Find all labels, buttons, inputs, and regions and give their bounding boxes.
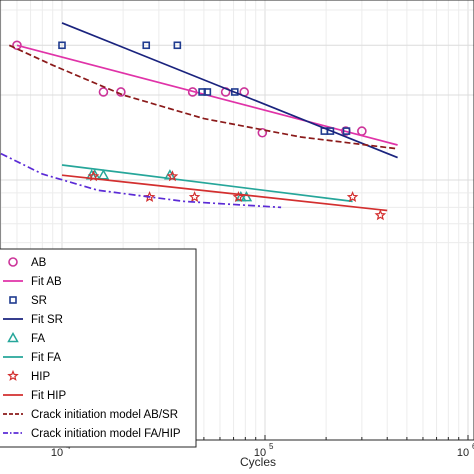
legend-label: SR [31,295,47,307]
data-point [257,127,268,138]
legend-label: Crack initiation model FA/HIP [31,428,181,440]
series-line [61,164,353,203]
series-fit-sr [61,22,398,159]
data-point [342,127,351,135]
data-point [142,41,151,50]
legend-label: Crack initiation model AB/SR [31,409,178,421]
legend-entry-fa: FA [7,331,45,345]
legend-entry-fit-fa: Fit FA [3,352,61,364]
series-hip [87,170,387,221]
series-fit-fa [61,164,353,203]
series-line [61,22,398,159]
legend-label: Fit SR [31,314,63,326]
data-point [98,87,109,97]
data-point [143,190,156,203]
legend-label: HIP [31,371,51,383]
data-point [173,41,182,50]
series-crack-initiation-model-ab-sr [8,44,398,150]
x-tick-label: 10 [457,447,469,459]
series-line [0,152,282,209]
legend-swatch [8,257,18,267]
series-line [8,44,398,150]
data-point [346,190,359,203]
series-crack-initiation-model-fa-hip [0,152,282,209]
plot-frame [0,0,474,441]
x-tick-label: 10 [51,447,63,459]
legend-label: Fit FA [31,352,61,364]
legend-swatch [9,296,17,304]
data-point [240,191,253,202]
data-point [97,169,110,180]
series-layer [0,22,398,221]
grid [0,0,474,440]
x-axis-title: Cycles [240,455,276,469]
legend-entry-fit-sr: Fit SR [3,314,63,326]
legend-label: Fit AB [31,276,62,288]
series-line [61,174,388,212]
series-sr [58,41,351,135]
legend-entry-crack-initiation-model-fa-hip: Crack initiation model FA/HIP [3,428,181,440]
data-point [231,88,239,96]
data-point [166,170,179,182]
legend-entry-fit-hip: Fit HIP [3,390,66,402]
legend-entry-sr: SR [9,295,47,307]
legend-box [0,248,197,448]
legend-entry-hip: HIP [7,369,51,383]
legend-swatch [7,331,19,343]
legend-entry-crack-initiation-model-ab-sr: Crack initiation model AB/SR [3,409,178,421]
data-point [203,88,212,96]
x-tick-label: 10 [254,447,266,459]
legend-swatch [7,369,19,381]
series-fit-hip [61,174,388,212]
legend-entry-fit-ab: Fit AB [3,276,62,288]
x-tick-label-exponent: 5 [269,442,274,451]
legend-label: FA [31,333,45,345]
legend-label: Fit HIP [31,390,66,402]
data-point [374,209,387,221]
legend-entry-ab: AB [8,257,47,269]
data-point [232,190,245,203]
legend-label: AB [31,257,47,269]
data-point [188,190,201,203]
legend: AB Fit AB SR Fit SR FA Fit FA HIP Fit HIP Crack … [0,248,197,448]
data-point [12,40,22,51]
x-tick-label-exponent: 6 [472,442,474,451]
data-point [58,41,66,50]
